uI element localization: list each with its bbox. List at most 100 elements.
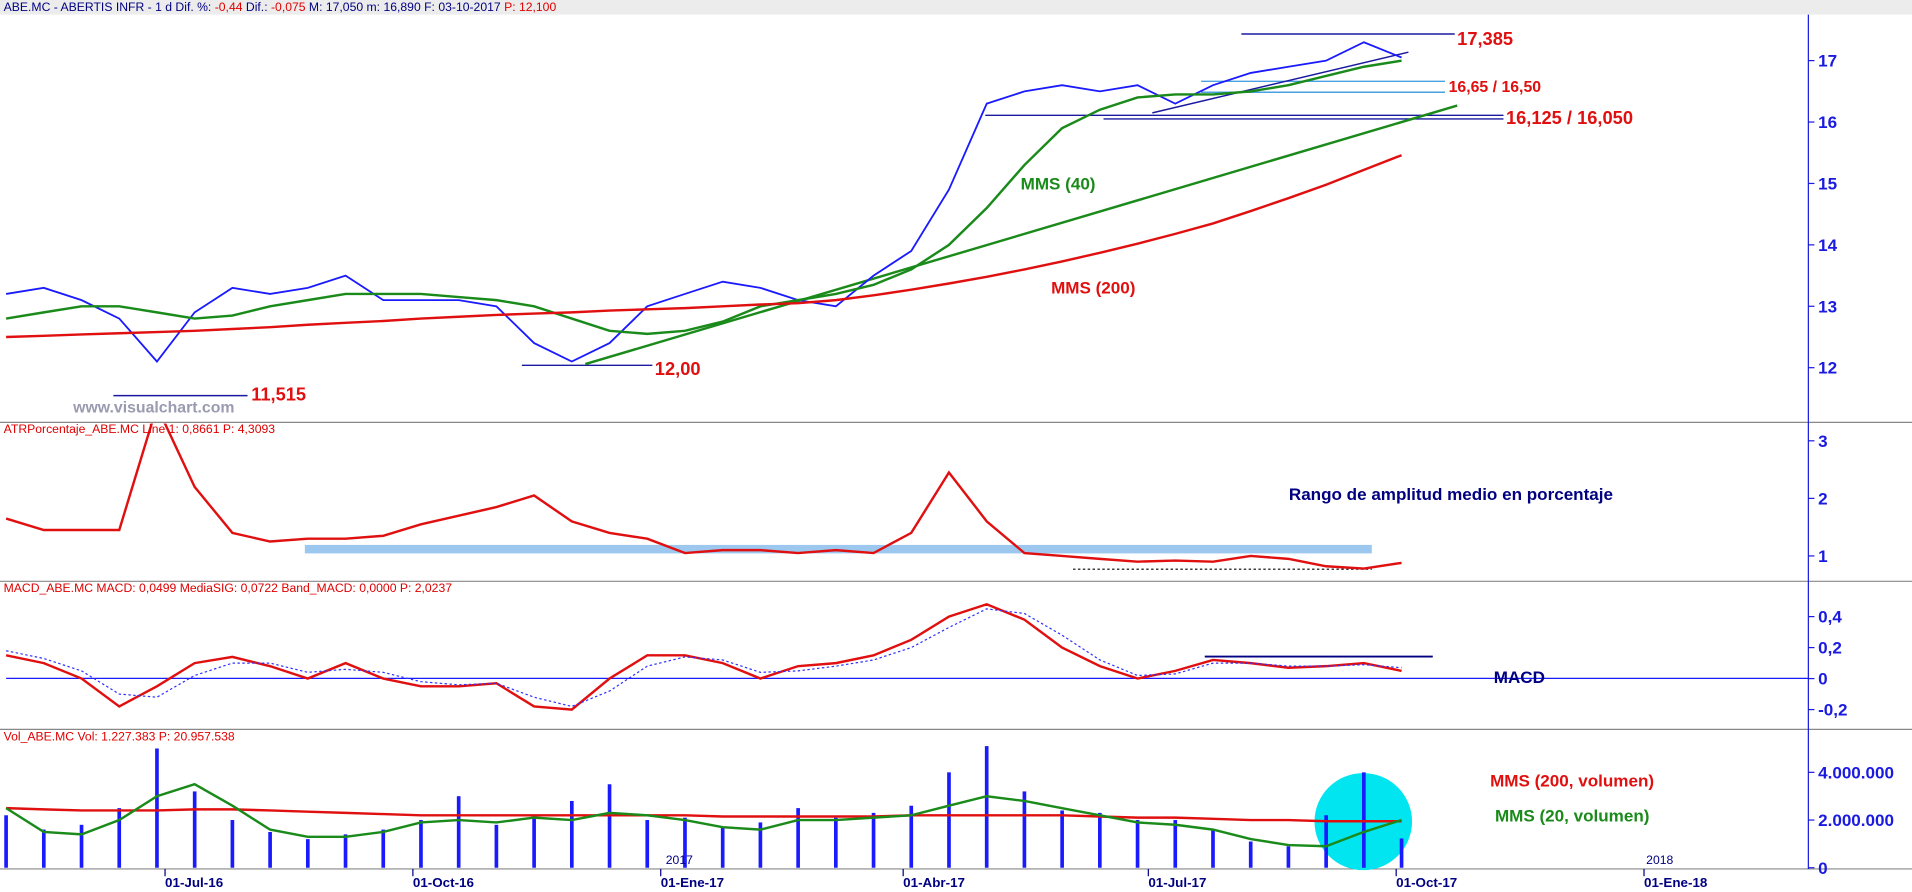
y-tick-label: 17 [1818, 52, 1837, 71]
series-line [5, 59, 1402, 336]
y-tick-label: 1 [1818, 547, 1827, 566]
volume-bar [41, 829, 46, 868]
header-label: Dif.: [246, 0, 268, 14]
y-tick-label: 14 [1818, 236, 1838, 255]
y-tick-label: 0,2 [1818, 639, 1842, 658]
volume-bar [79, 824, 84, 868]
x-tick-label: 01-Abr-17 [903, 875, 965, 890]
annotation: 17,385 [1457, 28, 1513, 49]
annotation: 11,515 [251, 384, 306, 405]
header-value: M: 17,050 [309, 0, 363, 14]
trend-line [1152, 51, 1409, 114]
price-levels [113, 33, 1504, 397]
y-tick-label: 0 [1818, 859, 1827, 878]
volume-bar [117, 808, 122, 868]
volume-bar [569, 800, 574, 868]
volume-bar [494, 824, 499, 868]
y-tick-label: 0,4 [1818, 608, 1842, 627]
volume-bar [305, 839, 310, 868]
y-tick-label: 0 [1818, 670, 1827, 689]
volume-bar [796, 808, 800, 868]
panel-borders [0, 14, 1912, 870]
volume-bar [230, 820, 235, 868]
volume-bar [268, 831, 272, 868]
volume-bar [1399, 838, 1404, 868]
x-tick-label: 01-Oct-17 [1396, 875, 1457, 890]
volume-bar [381, 829, 386, 868]
header-value: P: 12,100 [504, 0, 556, 14]
volume-bar [947, 772, 951, 868]
marks: 121314151617123-0,200,20,402.000.0004.00… [4, 41, 1894, 890]
volume-bar [1286, 846, 1291, 868]
x-tick-label: 01-Jul-17 [1148, 875, 1206, 890]
annotation: 12,00 [655, 358, 701, 379]
volume-bar [1248, 841, 1253, 868]
volume-bar [532, 815, 536, 868]
volume-bar [984, 746, 989, 868]
header: ABE.MC - ABERTIS INFR - 1 d Dif. %: -0,4… [4, 0, 557, 14]
watermark: www.visualchart.com [72, 400, 234, 417]
header-symbol: ABE.MC - ABERTIS INFR - 1 d [4, 0, 172, 14]
volume-bar [1173, 820, 1178, 868]
annotation: 16,125 / 16,050 [1506, 107, 1633, 128]
panel-marks [5, 41, 1403, 363]
header-value: -0,075 [271, 0, 306, 14]
panel-title: ATRPorcentaje_ABE.MC Line 1: 0,8661 P: 4… [4, 422, 276, 436]
volume-bar [871, 812, 876, 868]
volume-bar [155, 748, 159, 868]
volume-bar [607, 784, 612, 868]
header-value: m: 16,890 [367, 0, 421, 14]
y-tick-label: 15 [1818, 175, 1837, 194]
volume-bar [343, 834, 348, 868]
volume-bar [720, 827, 725, 868]
header-label: Dif. %: [175, 0, 211, 14]
annotation: 16,65 / 16,50 [1449, 79, 1542, 96]
volume-bar [909, 805, 914, 868]
series-label: MMS (20, volumen) [1495, 807, 1649, 826]
volume-bar [758, 822, 763, 868]
panel-marks [4, 746, 1404, 868]
header-bar [0, 0, 1912, 15]
volume-bar [1060, 810, 1064, 868]
volume-bar [1324, 815, 1328, 868]
series-label: MMS (200) [1051, 279, 1135, 298]
header-value: F: 03-10-2017 [424, 0, 501, 14]
x-tick-label: 01-Oct-16 [413, 875, 474, 890]
panel-title: Vol_ABE.MC Vol: 1.227.383 P: 20.957.538 [4, 729, 235, 743]
volume-bar [1098, 812, 1102, 868]
x-tick-label: 01-Ene-17 [661, 875, 724, 890]
volume-bar [1135, 820, 1140, 868]
series-line [5, 608, 1402, 708]
series-line [5, 41, 1402, 363]
header-value: -0,44 [215, 0, 243, 14]
y-tick-label: 4.000.000 [1818, 763, 1894, 782]
year-marker: 2018 [1646, 853, 1673, 867]
y-tick-label: 3 [1818, 432, 1827, 451]
y-tick-label: 12 [1818, 359, 1837, 378]
volume-bar [456, 796, 461, 868]
series-label: MMS (40) [1021, 174, 1096, 193]
y-tick-label: 2 [1818, 489, 1827, 508]
annotation: MACD [1494, 668, 1545, 687]
volume-bar [1022, 791, 1027, 868]
volume-bar [419, 820, 423, 868]
year-marker: 2017 [666, 853, 693, 867]
x-tick-label: 01-Jul-16 [165, 875, 223, 890]
trend-line [584, 104, 1458, 366]
y-tick-label: 16 [1818, 113, 1837, 132]
panel-title: MACD_ABE.MC MACD: 0,0499 MediaSIG: 0,072… [4, 581, 453, 595]
series-line [5, 423, 1402, 570]
volume-bar [834, 817, 838, 868]
panel-marks [5, 602, 1402, 711]
volume-bar [645, 820, 650, 868]
volume-bar [4, 815, 8, 868]
volume-bar [683, 817, 687, 868]
series-line [6, 154, 1403, 339]
volume-bar [192, 791, 197, 868]
y-tick-label: 13 [1818, 297, 1837, 316]
series-label: MMS (200, volumen) [1490, 771, 1654, 790]
y-tick-label: -0,2 [1818, 701, 1847, 720]
volume-bar [1211, 829, 1215, 868]
